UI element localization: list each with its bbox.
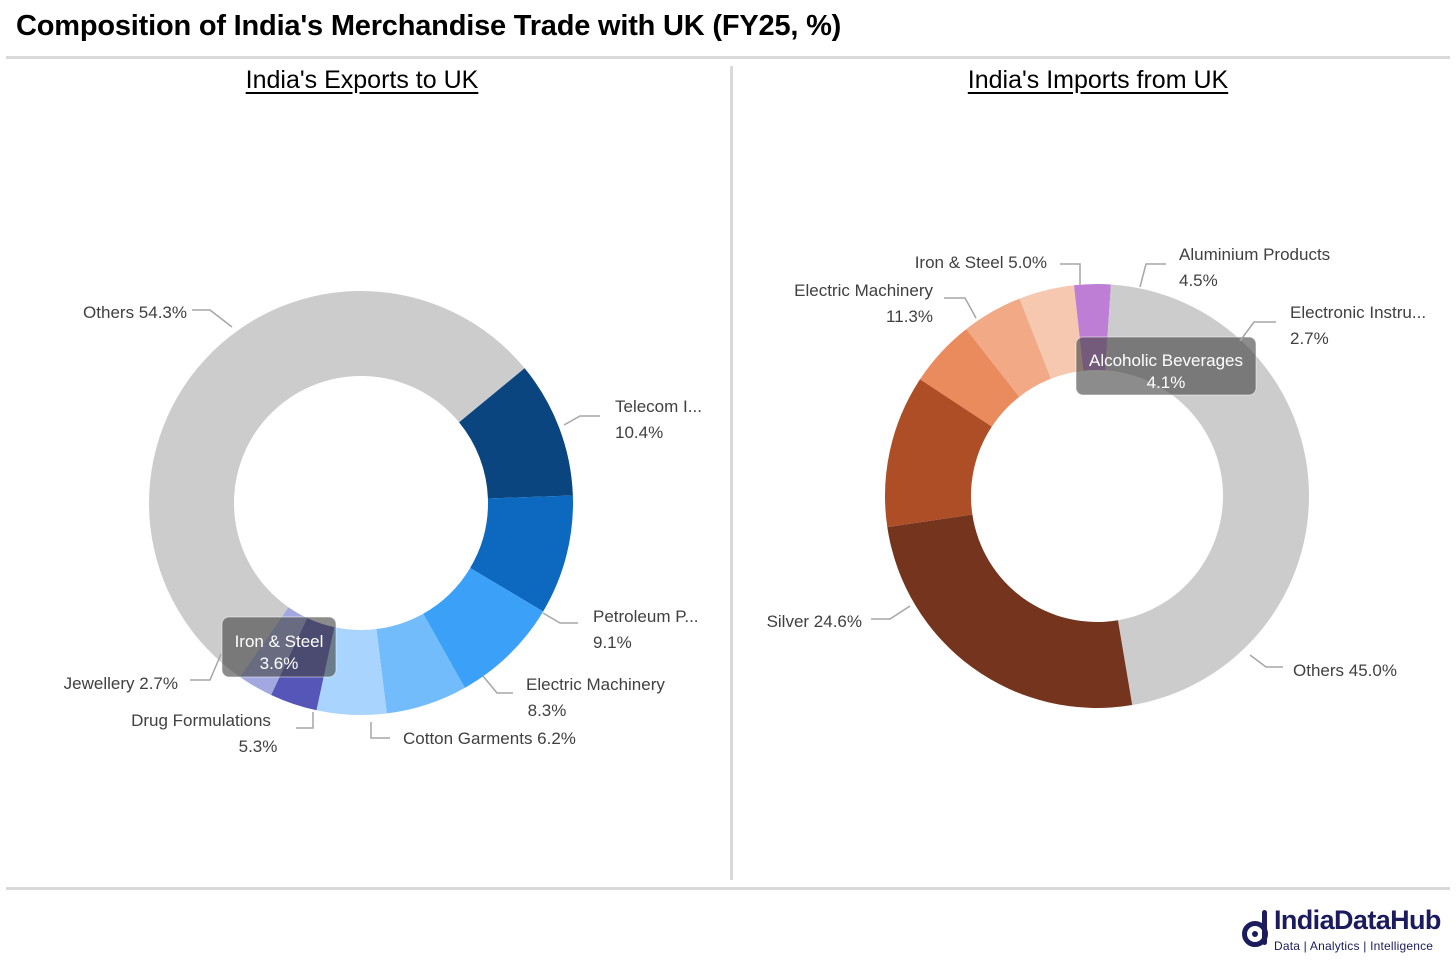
top-divider bbox=[6, 56, 1450, 59]
slice-value-label: 8.3% bbox=[528, 701, 567, 720]
slice-label: Electric Machinery bbox=[526, 675, 665, 694]
exports-chart-title: India's Exports to UK bbox=[245, 66, 479, 94]
logo-name: IndiaDataHub bbox=[1274, 905, 1441, 935]
leader-line bbox=[1239, 321, 1276, 342]
slice-value-label: 10.4% bbox=[615, 423, 663, 442]
slice-label: Drug Formulations bbox=[131, 711, 271, 730]
slice-others bbox=[1105, 284, 1309, 706]
slice-others bbox=[148, 290, 525, 678]
leader-line bbox=[871, 605, 911, 620]
slice-value-label: 9.1% bbox=[593, 633, 632, 652]
slice-label: Electric Machinery bbox=[794, 281, 933, 300]
leader-line bbox=[944, 297, 977, 319]
leader-line bbox=[190, 653, 222, 681]
slice-label: Silver 24.6% bbox=[767, 612, 862, 631]
slice-label: Petroleum P... bbox=[593, 607, 699, 626]
leader-line bbox=[1060, 263, 1081, 285]
donut-chart-exports: Telecom I... 10.4% Petroleum P... 9.1% Elect… bbox=[64, 290, 702, 756]
slice-iron-steel bbox=[920, 329, 1020, 427]
slice-alcoholic-beverages bbox=[1019, 285, 1084, 379]
leader-line bbox=[1249, 654, 1283, 668]
slice-value-label: 4.5% bbox=[1179, 271, 1218, 290]
imports-chart-title: India's Imports from UK bbox=[967, 66, 1229, 94]
logo-icon bbox=[1242, 910, 1268, 947]
slice-electric-machinery bbox=[423, 567, 544, 688]
leader-line bbox=[370, 722, 390, 739]
slice-label: Jewellery 2.7% bbox=[64, 674, 178, 693]
logo-tagline: Data | Analytics | Intelligence bbox=[1274, 939, 1434, 953]
tooltip-value: 4.1% bbox=[1147, 373, 1186, 392]
leader-line bbox=[296, 712, 314, 729]
indiadatahub-logo: IndiaDataHub Data | Analytics | Intellig… bbox=[1240, 905, 1450, 961]
bottom-divider bbox=[6, 887, 1450, 890]
slice-label: Others 45.0% bbox=[1293, 661, 1397, 680]
slice-label: Telecom I... bbox=[615, 397, 702, 416]
page-title: Composition of India's Merchandise Trade… bbox=[16, 10, 842, 42]
slice-label: Aluminium Products bbox=[1179, 245, 1330, 264]
slice-label: Others 54.3% bbox=[83, 303, 187, 322]
leader-line bbox=[1139, 263, 1166, 288]
tooltip-value: 3.6% bbox=[260, 654, 299, 673]
leader-line bbox=[563, 415, 600, 426]
slice-value-label: 5.3% bbox=[239, 737, 278, 756]
tooltip-label: Alcoholic Beverages bbox=[1089, 351, 1243, 370]
slice-value-label: 11.3% bbox=[886, 307, 933, 326]
tooltip-box bbox=[1075, 336, 1257, 396]
donut-chart-imports: Iron & Steel 5.0% Aluminium Products 4.5% A… bbox=[767, 245, 1426, 708]
panel-divider bbox=[730, 66, 733, 880]
leader-line bbox=[542, 612, 578, 624]
slice-aluminium-products bbox=[966, 298, 1051, 397]
slice-label: Cotton Garments 6.2% bbox=[403, 729, 576, 748]
leader-line bbox=[192, 309, 233, 328]
slice-value-label: 2.7% bbox=[1290, 329, 1329, 348]
slice-silver bbox=[887, 514, 1133, 708]
slice-label: Electronic Instru... bbox=[1290, 303, 1426, 322]
slice-telecom-i bbox=[458, 368, 573, 499]
leader-line bbox=[482, 675, 513, 694]
tooltip-label: Iron & Steel bbox=[235, 632, 324, 651]
slice-electric-machinery bbox=[884, 379, 992, 528]
slice-petroleum-p bbox=[470, 495, 573, 612]
tooltip-box bbox=[221, 616, 337, 678]
slice-label: Iron & Steel 5.0% bbox=[915, 253, 1047, 272]
slice-cotton-garments bbox=[376, 613, 465, 714]
